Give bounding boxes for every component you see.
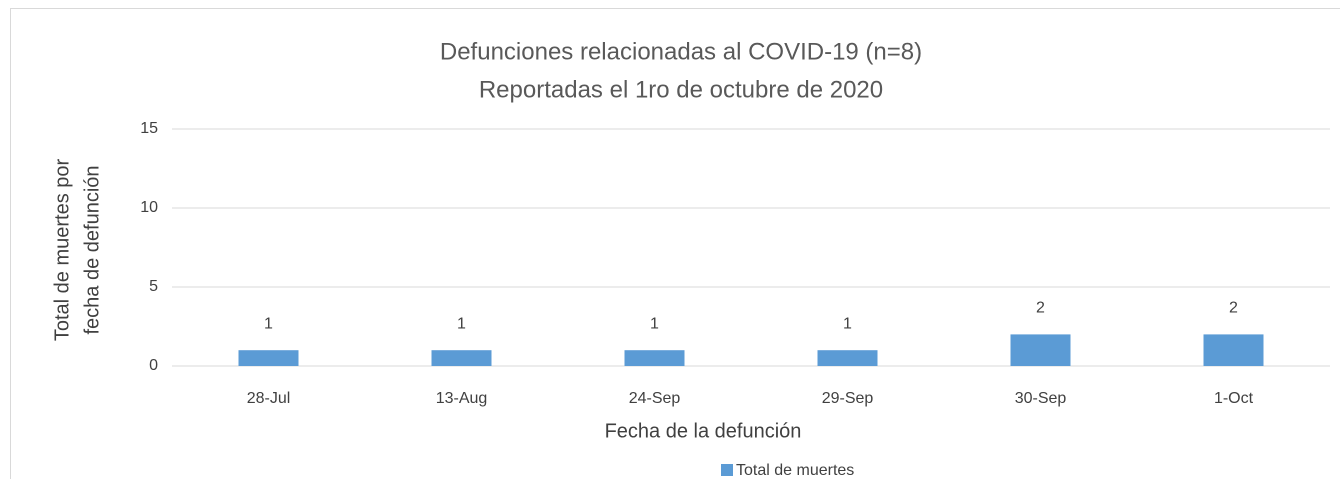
y-axis-title: Total de muertes por fecha de defunción — [51, 159, 103, 342]
y-axis-title-line: fecha de defunción — [81, 165, 103, 334]
bar — [238, 350, 299, 366]
x-tick-label: 1-Oct — [1214, 390, 1254, 407]
x-axis-title: Fecha de la defunción — [605, 420, 802, 442]
bar — [624, 350, 685, 366]
bar — [1203, 334, 1264, 366]
y-axis-title-line: Total de muertes por — [51, 159, 73, 342]
bar — [1010, 334, 1071, 366]
value-label: 2 — [1036, 300, 1045, 317]
x-tick-label: 30-Sep — [1015, 390, 1067, 407]
bar — [817, 350, 878, 366]
x-tick-label: 28-Jul — [247, 390, 291, 407]
y-tick-label: 10 — [140, 199, 158, 216]
value-label: 1 — [457, 315, 466, 332]
value-label: 2 — [1229, 300, 1238, 317]
legend-swatch — [721, 464, 733, 476]
value-label: 1 — [843, 315, 852, 332]
chart-border — [10, 8, 1340, 479]
x-tick-label: 29-Sep — [822, 390, 874, 407]
value-label: 1 — [650, 315, 659, 332]
y-tick-label: 15 — [140, 120, 158, 137]
y-tick-label: 0 — [149, 357, 158, 374]
bar — [431, 350, 492, 366]
y-tick-label: 5 — [149, 278, 158, 295]
chart-title: Defunciones relacionadas al COVID-19 (n=… — [440, 38, 922, 65]
value-label: 1 — [264, 315, 273, 332]
chart-subtitle: Reportadas el 1ro de octubre de 2020 — [479, 76, 883, 103]
x-tick-label: 24-Sep — [629, 390, 681, 407]
x-tick-label: 13-Aug — [436, 390, 488, 407]
legend-label: Total de muertes — [736, 462, 854, 479]
